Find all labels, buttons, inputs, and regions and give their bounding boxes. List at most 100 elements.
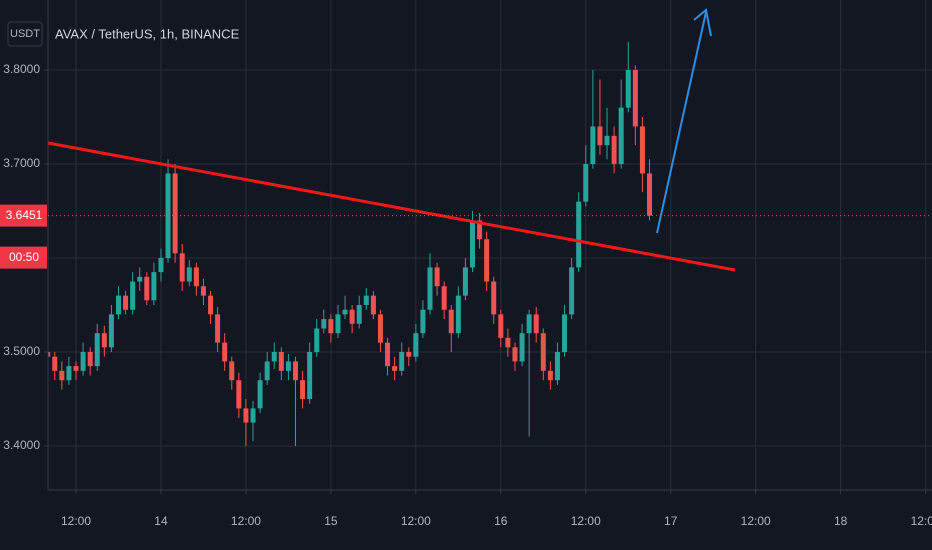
y-tick-label: 3.8000 [3,62,40,76]
x-tick-label: 12:00 [741,514,771,528]
candle-body [342,309,348,315]
currency-button[interactable] [7,21,43,47]
x-tick-label: 12:00 [61,514,91,528]
candle-body [108,314,114,348]
candle-body [137,276,143,282]
y-tick-label: 3.7000 [3,156,40,170]
candle-body [441,286,447,310]
candle-body [271,352,277,362]
x-tick-label: 12:00 [401,514,431,528]
axes [47,0,932,491]
x-tick-label: 17 [664,514,678,528]
candle-body [123,295,129,310]
candle-body [505,337,511,348]
candle-body [257,380,263,409]
candle-body [52,356,58,371]
candle-body [278,352,284,371]
candle-body [66,366,72,381]
candle-body [462,267,468,296]
candle-body [215,314,221,343]
candle-body [434,267,440,287]
candle-body [130,281,136,310]
x-tick-label: 16 [494,514,508,528]
x-tick-label: 15 [324,514,338,528]
candle-body [646,173,652,216]
candle-body [385,342,391,367]
candle-body [420,309,426,334]
candle-body [477,220,483,240]
candle-body [526,314,532,334]
candle-body [285,361,291,371]
candle-body [151,272,157,301]
candle-body [406,352,412,357]
candle-body [562,314,568,353]
candle-body [186,267,192,282]
candle-body [597,126,603,146]
candle-body [392,366,398,371]
candle-body [236,380,242,409]
candle-body [193,267,199,287]
candle-body [498,314,504,338]
candle-body [618,107,624,165]
x-tick-label: 12:00 [571,514,601,528]
candle-body [512,347,518,362]
candle-body [576,201,582,268]
candle-body [455,295,461,334]
candle-body [328,319,334,334]
candle-body [115,295,121,315]
arrow [656,8,712,234]
x-tick-label: 14 [154,514,168,528]
candle-body [356,305,362,324]
candle-body [101,333,107,348]
candle-body [222,342,228,362]
candle-body [243,408,249,423]
candle-body [427,267,433,310]
candle-body [335,314,341,334]
candle-body [264,361,270,381]
candle-body [399,352,405,371]
price-label-box [0,204,47,227]
candle-body [590,126,596,165]
candle-body [363,295,369,306]
candle-body [377,314,383,343]
candle-body [554,352,560,381]
candle-body [229,361,235,381]
chart-title: AVAX / TetherUS, 1h, BINANCE [55,26,240,41]
candle-body [349,309,355,324]
candle-body [604,135,610,146]
candle-body [611,135,617,165]
candle-body [292,361,298,381]
candle-body [321,319,327,329]
candle-body [639,126,645,174]
candle-body [533,314,539,334]
candle-body [179,253,185,282]
candle-body [200,286,206,296]
trend-line [47,141,736,272]
candle-body [307,352,313,400]
candle-body [448,309,454,334]
countdown-box [0,246,47,269]
candle-body [158,258,164,273]
candle-body [59,370,65,381]
y-tick-label: 3.4000 [3,438,40,452]
candle-body [625,70,631,108]
candle-body [300,380,306,400]
grid [48,0,932,490]
candles [45,41,652,447]
candle-body [370,295,376,315]
candle-body [491,281,497,315]
candle-body [632,70,638,127]
candle-body [80,352,86,371]
price-label: 3.6451 [6,208,43,222]
candle-body [144,276,150,301]
candle-body [87,352,93,367]
candle-body [547,370,553,381]
candle-body [469,220,475,268]
candle-body [73,366,79,371]
candle-body [569,267,575,315]
candle-body [540,333,546,371]
candle-body [94,333,100,367]
x-tick-label: 18 [834,514,848,528]
labels: 3.40003.50003.60003.70003.800012:001412:… [0,62,932,528]
